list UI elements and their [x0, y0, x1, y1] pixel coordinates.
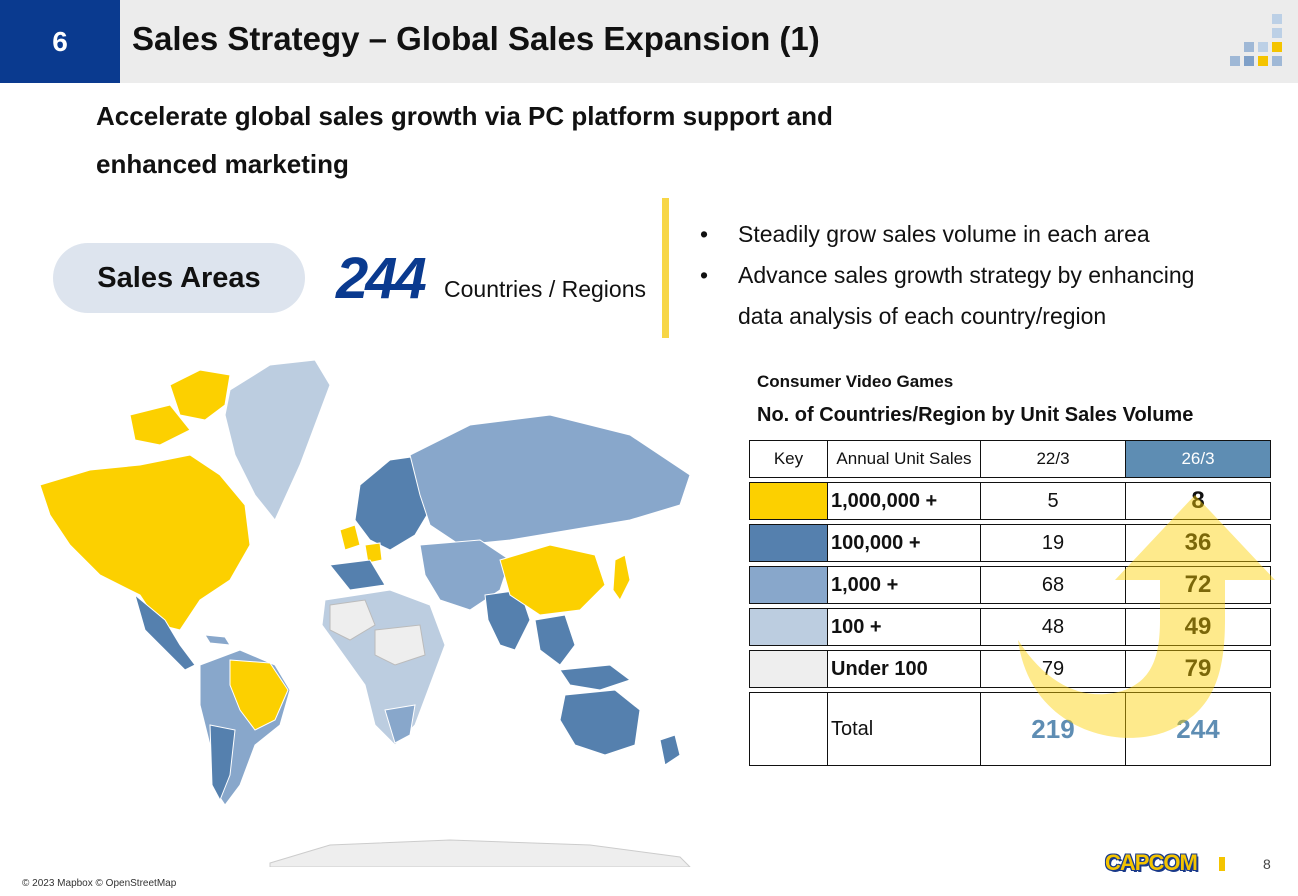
- table-title-2: No. of Countries/Region by Unit Sales Vo…: [757, 404, 1194, 426]
- headline-line-1: Accelerate global sales growth via PC pl…: [96, 101, 833, 131]
- map-region: [229, 659, 289, 731]
- map-region: [269, 839, 691, 867]
- map-region: [364, 542, 383, 564]
- map-region: [209, 724, 236, 802]
- row-value-22-3: 5: [980, 482, 1126, 520]
- map-region: [374, 624, 426, 666]
- total-22-3: 219: [980, 692, 1126, 766]
- key-swatch: [749, 482, 828, 520]
- divider-bar: [662, 198, 669, 338]
- row-value-22-3: 19: [980, 524, 1126, 562]
- map-region: [134, 593, 196, 671]
- header-annual-unit-sales: Annual Unit Sales: [827, 440, 981, 478]
- row-label: 1,000 +: [827, 566, 981, 604]
- row-value-22-3: 79: [980, 650, 1126, 688]
- bullet-item: Steadily grow sales volume in each area: [700, 214, 1260, 255]
- map-region: [409, 414, 691, 546]
- section-number: 6: [0, 0, 120, 83]
- map-region: [224, 359, 331, 521]
- map-region: [534, 614, 576, 666]
- row-label: 100,000 +: [827, 524, 981, 562]
- bullet-list: Steadily grow sales volume in each area …: [700, 214, 1260, 337]
- row-value-22-3: 48: [980, 608, 1126, 646]
- row-value-26-3: 8: [1125, 482, 1271, 520]
- headline: Accelerate global sales growth via PC pl…: [96, 92, 956, 188]
- map-region: [419, 539, 511, 611]
- sales-areas-count: 244: [336, 246, 427, 311]
- map-region: [339, 524, 361, 551]
- map-region: [329, 599, 376, 641]
- bullet-item: Advance sales growth strategy by enhanci…: [700, 255, 1208, 337]
- map-region: [559, 689, 641, 756]
- header-22-3: 22/3: [980, 440, 1126, 478]
- map-credit: © 2023 Mapbox © OpenStreetMap: [22, 878, 177, 889]
- total-26-3: 244: [1125, 692, 1271, 766]
- slide-title: Sales Strategy – Global Sales Expansion …: [132, 20, 820, 57]
- total-label: Total: [827, 692, 981, 766]
- page-number: 8: [1263, 856, 1271, 872]
- table-row: 100 + 48 49: [749, 608, 1271, 646]
- capcom-logo: CAPCOM: [1105, 850, 1198, 875]
- header-key: Key: [749, 440, 828, 478]
- table-row: 100,000 + 19 36: [749, 524, 1271, 562]
- headline-line-2: enhanced marketing: [96, 149, 349, 179]
- row-value-22-3: 68: [980, 566, 1126, 604]
- table-row: 1,000 + 68 72: [749, 566, 1271, 604]
- world-map: [39, 359, 691, 867]
- sales-areas-pill: Sales Areas: [53, 243, 305, 313]
- table-header-row: Key Annual Unit Sales 22/3 26/3: [749, 440, 1271, 478]
- decorative-squares-icon: [1225, 14, 1285, 74]
- key-swatch: [749, 566, 828, 604]
- row-value-26-3: 72: [1125, 566, 1271, 604]
- map-region: [39, 454, 251, 631]
- sales-table: Key Annual Unit Sales 22/3 26/3 1,000,00…: [749, 440, 1271, 766]
- total-row: Total 219 244: [749, 692, 1271, 766]
- map-region: [169, 369, 231, 421]
- slide-header: 6 Sales Strategy – Global Sales Expansio…: [0, 0, 1298, 83]
- map-region: [384, 704, 416, 744]
- row-label: 1,000,000 +: [827, 482, 981, 520]
- logo-bar: [1219, 857, 1225, 871]
- row-label: Under 100: [827, 650, 981, 688]
- table-row: 1,000,000 + 5 8: [749, 482, 1271, 520]
- map-region: [659, 734, 681, 766]
- table-title-1: Consumer Video Games: [757, 372, 954, 391]
- row-value-26-3: 36: [1125, 524, 1271, 562]
- map-region: [329, 559, 386, 591]
- key-swatch: [749, 650, 828, 688]
- row-value-26-3: 79: [1125, 650, 1271, 688]
- map-region: [559, 664, 632, 691]
- header-26-3: 26/3: [1125, 440, 1271, 478]
- map-region: [204, 634, 231, 646]
- total-key-cell: [749, 692, 828, 766]
- row-label: 100 +: [827, 608, 981, 646]
- row-value-26-3: 49: [1125, 608, 1271, 646]
- map-region: [129, 404, 191, 446]
- sales-areas-unit: Countries / Regions: [444, 276, 646, 302]
- table-row: Under 100 79 79: [749, 650, 1271, 688]
- map-region: [499, 544, 606, 616]
- map-region: [612, 554, 631, 601]
- key-swatch: [749, 608, 828, 646]
- key-swatch: [749, 524, 828, 562]
